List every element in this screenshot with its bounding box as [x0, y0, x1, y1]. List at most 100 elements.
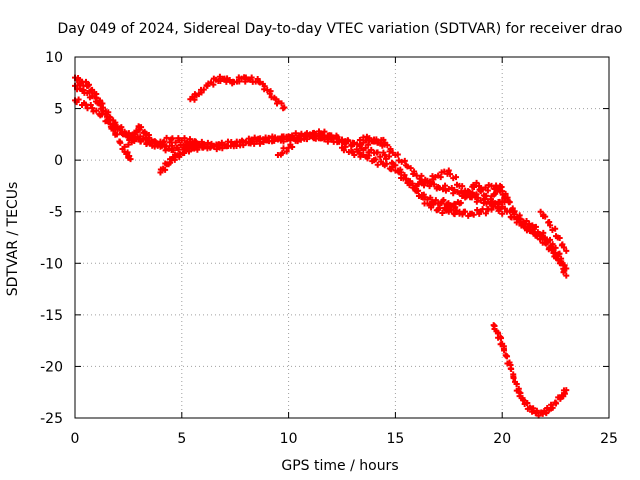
data-point: [555, 256, 562, 263]
data-point: [283, 148, 290, 155]
series-pass-13: [488, 182, 570, 279]
data-point: [473, 179, 480, 186]
data-point: [384, 142, 391, 149]
data-point: [413, 188, 420, 195]
data-point: [233, 138, 240, 145]
data-point: [498, 183, 505, 190]
series-pass-6: [187, 73, 288, 112]
data-point: [517, 390, 524, 397]
data-point: [563, 387, 570, 394]
data-point: [226, 76, 233, 83]
data-point: [431, 181, 438, 188]
data-point: [310, 129, 317, 136]
data-point: [553, 400, 560, 407]
series-pass-4: [157, 140, 202, 176]
x-tick-label: 20: [493, 431, 511, 447]
grid: [75, 57, 609, 418]
data-point: [500, 345, 507, 352]
data-point: [366, 135, 373, 142]
data-point: [86, 88, 93, 95]
data-point: [93, 95, 100, 102]
data-point: [406, 178, 413, 185]
x-tick-label: 15: [386, 431, 404, 447]
data-point: [488, 206, 495, 213]
data-point: [520, 397, 527, 404]
data-point: [471, 183, 478, 190]
data-point: [289, 144, 296, 151]
data-point: [374, 149, 381, 156]
data-point: [411, 168, 418, 175]
data-point: [441, 168, 448, 175]
data-point: [499, 210, 506, 217]
data-point: [342, 143, 349, 150]
data-layer: [72, 73, 570, 419]
data-point: [495, 186, 502, 193]
ticks: 0 5 10 15 20 25 10 5 0 -5 -10 -15 -20 -25: [40, 50, 618, 447]
data-point: [533, 407, 540, 414]
data-point: [330, 135, 337, 142]
data-point: [87, 102, 94, 109]
data-point: [195, 142, 202, 149]
data-point: [111, 120, 118, 127]
data-point: [502, 190, 509, 197]
x-tick-label: 10: [280, 431, 298, 447]
data-point: [560, 244, 567, 251]
data-point: [280, 133, 287, 140]
data-point: [517, 216, 524, 223]
y-tick-label: -15: [40, 308, 63, 324]
data-point: [168, 142, 175, 149]
data-point: [116, 125, 123, 132]
data-point: [75, 75, 82, 82]
data-point: [482, 210, 489, 217]
data-point: [142, 130, 149, 137]
data-point: [237, 142, 244, 149]
data-point: [494, 204, 501, 211]
y-axis-label: SDTVAR / TECUs: [5, 182, 21, 297]
data-point: [200, 86, 207, 93]
data-point: [470, 211, 477, 218]
data-point: [521, 220, 528, 227]
data-point: [257, 135, 264, 142]
data-point: [401, 157, 408, 164]
data-point: [148, 138, 155, 145]
data-point: [491, 322, 498, 329]
data-point: [171, 156, 178, 163]
data-point: [324, 138, 331, 145]
y-tick-label: 10: [45, 50, 63, 66]
data-point: [511, 208, 518, 215]
data-point: [513, 381, 520, 388]
data-point: [436, 205, 443, 212]
data-point: [451, 186, 458, 193]
data-point: [453, 174, 460, 181]
data-point: [351, 152, 358, 159]
data-point: [248, 138, 255, 145]
data-point: [224, 143, 231, 150]
data-point: [547, 222, 554, 229]
data-point: [162, 166, 169, 173]
data-point: [498, 335, 505, 342]
data-point: [113, 131, 120, 138]
data-point: [432, 197, 439, 204]
data-point: [264, 87, 271, 94]
data-point: [477, 185, 484, 192]
data-point: [75, 96, 82, 103]
data-point: [302, 134, 309, 141]
data-point: [436, 185, 443, 192]
y-tick-label: -20: [40, 359, 63, 375]
data-point: [427, 194, 434, 201]
data-point: [169, 135, 176, 142]
data-point: [492, 190, 499, 197]
data-point: [508, 365, 515, 372]
data-point: [523, 227, 530, 234]
series-pass-14: [537, 208, 570, 254]
data-point: [328, 132, 335, 139]
y-tick-label: 5: [54, 102, 63, 118]
data-point: [563, 247, 570, 254]
data-point: [298, 132, 305, 139]
data-point: [365, 152, 372, 159]
x-tick-label: 0: [71, 431, 80, 447]
data-point: [201, 143, 208, 150]
data-point: [407, 165, 414, 172]
data-point: [140, 135, 147, 142]
